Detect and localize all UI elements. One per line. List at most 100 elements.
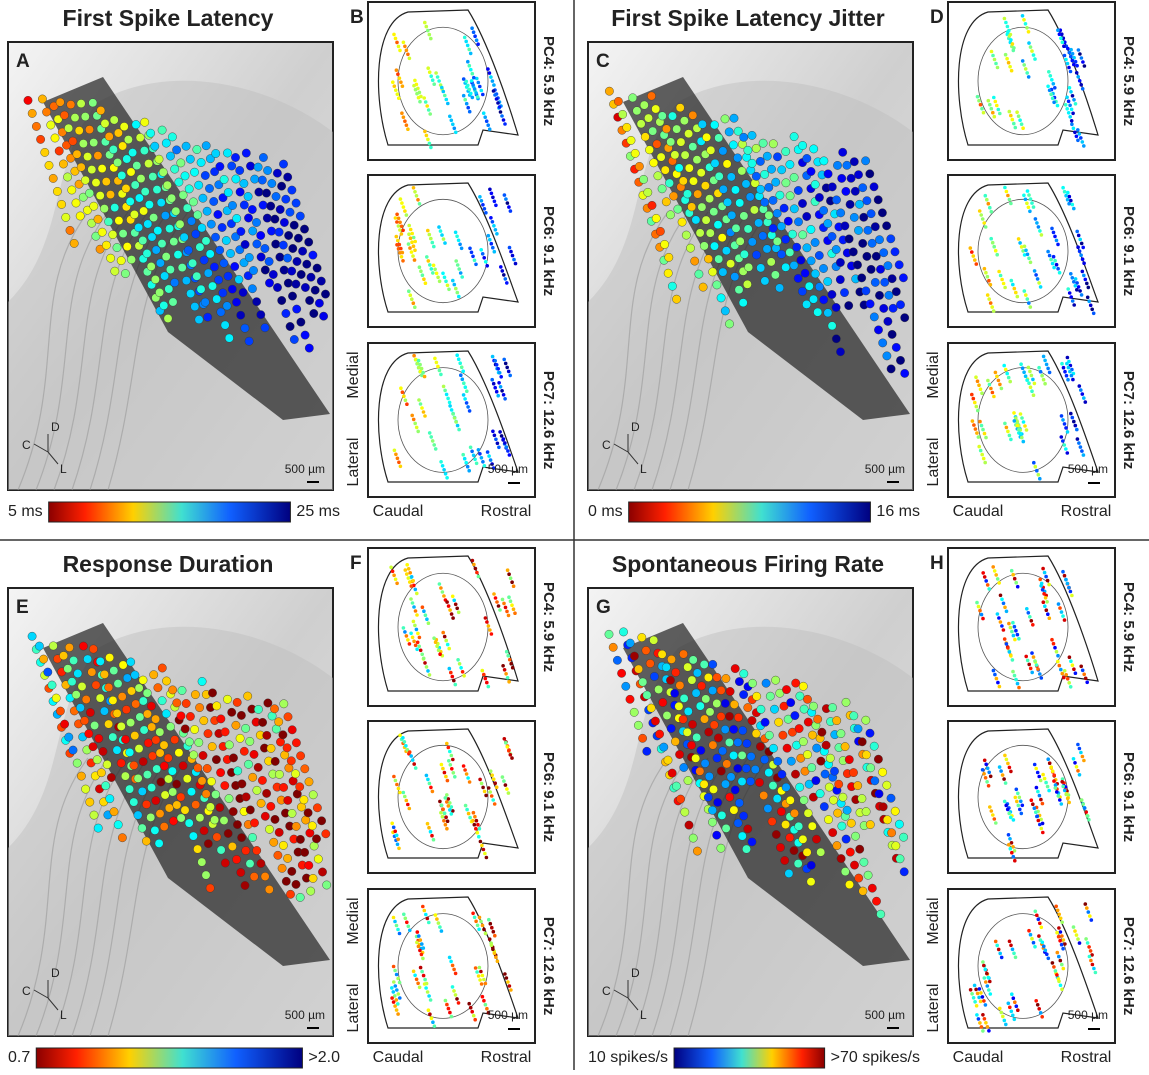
slice-label: PC7: 12.6 kHz [540, 371, 557, 469]
slice-site [466, 84, 470, 88]
slice-site [490, 378, 494, 382]
recording-site [147, 262, 155, 270]
recording-site [725, 320, 733, 328]
recording-site [67, 100, 75, 108]
slice-site [486, 67, 490, 71]
recording-site [668, 282, 676, 290]
recording-site [258, 176, 266, 184]
slice-site [475, 970, 479, 974]
slice-site [1023, 245, 1027, 249]
slice-site [410, 240, 414, 244]
slice-site [482, 673, 486, 677]
slice-site [1072, 127, 1076, 131]
slice-site [454, 683, 458, 687]
recording-site [878, 768, 886, 776]
slice-site [976, 379, 980, 383]
slice-site [990, 809, 994, 813]
slice-site [982, 111, 986, 115]
recording-site [753, 692, 761, 700]
slice-site [466, 44, 470, 48]
recording-site [854, 781, 862, 789]
recording-site [265, 279, 273, 287]
slice-site [1078, 79, 1082, 83]
recording-site [187, 217, 195, 225]
slice-site [477, 81, 481, 85]
slice-site [1055, 239, 1059, 243]
recording-site [828, 232, 836, 240]
slice-site [1024, 249, 1028, 253]
slice-site [1045, 363, 1049, 367]
recording-site [59, 160, 67, 168]
slice-site [412, 605, 416, 609]
recording-site [211, 233, 219, 241]
slice-site [996, 681, 1000, 685]
recording-site [189, 198, 197, 206]
slice-site [1076, 128, 1080, 132]
slice-site [495, 390, 499, 394]
recording-site [132, 700, 140, 708]
slice-site [971, 419, 975, 423]
slice-site [461, 369, 465, 373]
slice-site [1009, 114, 1013, 118]
slice-site [1011, 670, 1015, 674]
recording-site [721, 307, 729, 315]
slice-site [506, 745, 510, 749]
recording-site [195, 315, 203, 323]
slice-site [462, 764, 466, 768]
slice-site [1026, 253, 1030, 257]
recording-site [743, 739, 751, 747]
slice-site [1044, 949, 1048, 953]
slice-site [404, 398, 408, 402]
slice-site [1043, 777, 1047, 781]
recording-site [639, 678, 647, 686]
slice-site [411, 254, 415, 258]
slice-site [1029, 385, 1033, 389]
slice-site [502, 118, 506, 122]
slice-site [394, 88, 398, 92]
slice-site [994, 62, 998, 66]
slice-site [1058, 664, 1062, 668]
recording-site [292, 739, 300, 747]
slice-site [466, 106, 470, 110]
slice-site [1060, 934, 1064, 938]
slice-site [1008, 837, 1012, 841]
recording-site [35, 642, 43, 650]
slice-site [1019, 432, 1023, 436]
recording-site [158, 697, 166, 705]
recording-site [748, 131, 756, 139]
slice-site [504, 741, 508, 745]
recording-site [134, 811, 142, 819]
recording-site [144, 220, 152, 228]
recording-site [314, 855, 322, 863]
recording-site [693, 733, 701, 741]
recording-site [691, 257, 699, 265]
slice-site [984, 763, 988, 767]
slice-site [1087, 286, 1091, 290]
recording-site [62, 213, 70, 221]
recording-site [187, 788, 195, 796]
recording-site [719, 268, 727, 276]
recording-site [875, 291, 883, 299]
slice-site [995, 253, 999, 257]
recording-site [94, 215, 102, 223]
slice-site [407, 289, 411, 293]
slice-site [986, 583, 990, 587]
recording-site [36, 135, 44, 143]
recording-site [676, 795, 684, 803]
panel-letter: C [596, 51, 610, 72]
recording-site [799, 835, 807, 843]
slice-site [507, 595, 511, 599]
recording-site [139, 207, 147, 215]
slice-site [470, 251, 474, 255]
recording-site [751, 765, 759, 773]
recording-site [144, 739, 152, 747]
recording-site [832, 303, 840, 311]
slice-site [981, 960, 985, 964]
recording-site [88, 668, 96, 676]
slice-site [1081, 87, 1085, 91]
recording-site [786, 192, 794, 200]
recording-site [167, 194, 175, 202]
recording-site [867, 210, 875, 218]
slice-site [1041, 831, 1045, 835]
recording-site [232, 298, 240, 306]
